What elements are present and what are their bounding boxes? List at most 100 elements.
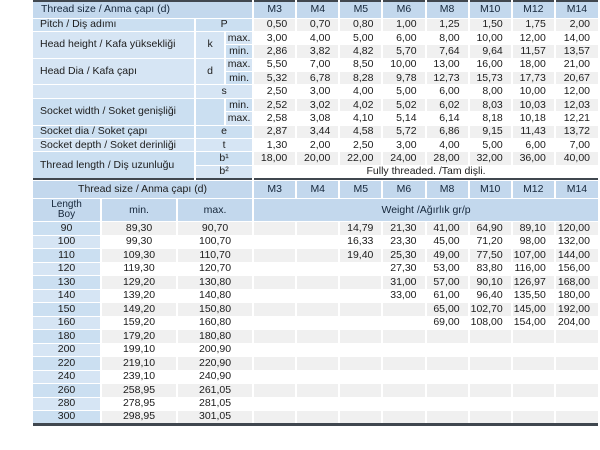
length-header-en: Length: [51, 199, 82, 211]
spec-cell: 4,00: [296, 31, 341, 46]
spec-cell: 6,02: [425, 98, 470, 113]
weight-cell: [296, 275, 341, 290]
weight-cell: [554, 356, 598, 371]
spec-cell: 6,14: [425, 111, 470, 126]
weight-cell: 132,00: [554, 235, 598, 250]
max-column-header: max.: [177, 198, 255, 223]
spec-cell: 5,00: [468, 138, 513, 153]
spec-cell: 36,00: [511, 151, 556, 166]
spec-row-symbol: b²: [195, 165, 255, 180]
weight-cell: [382, 356, 427, 371]
spec-cell: 10,18: [511, 111, 556, 126]
spec-row: max. 2,58 3,08 4,10 5,14 6,14 8,18 10,18 12,21: [33, 111, 598, 126]
weight-cell: 27,30: [382, 262, 427, 277]
spec-cell: 40,00: [554, 151, 598, 166]
min-cell: 89,30: [101, 221, 179, 236]
spec-cell: 5,14: [382, 111, 427, 126]
spec-cell: 13,00: [425, 58, 470, 73]
spec-cell: 13,57: [554, 44, 598, 59]
weight-cell: [296, 343, 341, 358]
weight-cell: [339, 316, 384, 331]
weight-cell: [382, 329, 427, 344]
spec-cell: 3,08: [296, 111, 341, 126]
spec-row: min. 2,86 3,82 4,82 5,70 7,64 9,64 11,57 13,57: [33, 44, 598, 59]
spec-row-subscript: min.: [225, 98, 255, 113]
weight-cell: [468, 343, 513, 358]
weight-cell: 108,00: [468, 316, 513, 331]
weight-row: 130 129,20 130,80 31,00 57,00 90,10 126,97 168,…: [33, 275, 598, 290]
spec-cell: 5,70: [382, 44, 427, 59]
weight-cell: [253, 343, 298, 358]
col-header-m6: M6: [382, 180, 427, 200]
max-cell: 160,80: [177, 316, 255, 331]
weight-row: 200 199,10 200,90: [33, 343, 598, 358]
weight-row: 100 99,30 100,70 16,33 23,30 45,00 71,20 98,00 1…: [33, 235, 598, 250]
weight-cell: [554, 410, 598, 425]
col-header-m3: M3: [253, 1, 298, 19]
weight-row: 260 258,95 261,05: [33, 383, 598, 398]
spec-cell: 1,30: [253, 138, 298, 153]
spec-cell: 14,00: [554, 31, 598, 46]
min-cell: 109,30: [101, 248, 179, 263]
weight-cell: 57,00: [425, 275, 470, 290]
spec-row-symbol: e: [195, 125, 255, 140]
spec-cell: 8,00: [425, 31, 470, 46]
col-header-m12: M12: [511, 180, 556, 200]
weight-cell: [296, 397, 341, 412]
spec-cell: 3,44: [296, 125, 341, 140]
spec-cell: 6,86: [425, 125, 470, 140]
weight-cell: [554, 383, 598, 398]
spec-cell: 5,72: [382, 125, 427, 140]
spec-cell: 6,00: [382, 31, 427, 46]
weight-cell: 83,80: [468, 262, 513, 277]
weight-cell: 64,90: [468, 221, 513, 236]
weight-cell: 90,10: [468, 275, 513, 290]
weight-cell: [253, 397, 298, 412]
min-cell: 179,20: [101, 329, 179, 344]
spec-row-label: Socket dia / Soket çapı: [33, 125, 197, 140]
weight-cell: 107,00: [511, 248, 556, 263]
weight-cell: [425, 329, 470, 344]
weight-cell: [253, 302, 298, 317]
spec-cell: 17,73: [511, 71, 556, 86]
weight-cell: 19,40: [339, 248, 384, 263]
length-cell: 280: [33, 397, 103, 412]
weight-cell: [296, 221, 341, 236]
weight-cell: 168,00: [554, 275, 598, 290]
weight-cell: 25,30: [382, 248, 427, 263]
weight-cell: 49,00: [425, 248, 470, 263]
weight-cell: 154,00: [511, 316, 556, 331]
weight-cell: [253, 235, 298, 250]
col-header-m3: M3: [253, 180, 298, 200]
spec-row-label: Socket width / Soket genişliği: [33, 98, 197, 126]
spec-row: Head Dia / Kafa çapı d max. 5,50 7,00 8,50 10,…: [33, 58, 598, 86]
weight-cell: 21,30: [382, 221, 427, 236]
spec-cell: 10,00: [382, 58, 427, 73]
weight-cell: [253, 383, 298, 398]
weight-cell: 126,97: [511, 275, 556, 290]
weight-cell: [296, 289, 341, 304]
min-cell: 159,20: [101, 316, 179, 331]
weight-cell: [253, 275, 298, 290]
col-header-m14: M14: [554, 1, 598, 19]
spec-cell: 15,73: [468, 71, 513, 86]
spec-row-label: Head height / Kafa yüksekliği: [33, 31, 197, 59]
weight-cell: [468, 410, 513, 425]
weight-cell: [382, 316, 427, 331]
weight-cell: [339, 262, 384, 277]
min-cell: 278,95: [101, 397, 179, 412]
max-cell: 120,70: [177, 262, 255, 277]
spec-cell: 3,00: [253, 31, 298, 46]
min-cell: 129,20: [101, 275, 179, 290]
spec-row: Socket depth / Soket derinliği t 1,30 2,00 2…: [33, 138, 598, 153]
weight-cell: [382, 410, 427, 425]
weight-cell: [468, 356, 513, 371]
weight-cell: [382, 397, 427, 412]
fully-threaded-note: Fully threaded. /Tam dişli.: [253, 165, 598, 180]
spec-cell: 8,18: [468, 111, 513, 126]
weight-cell: [511, 356, 556, 371]
col-header-m8: M8: [425, 1, 470, 19]
min-cell: 219,10: [101, 356, 179, 371]
weight-cell: [296, 329, 341, 344]
spec-cell: 3,00: [382, 138, 427, 153]
